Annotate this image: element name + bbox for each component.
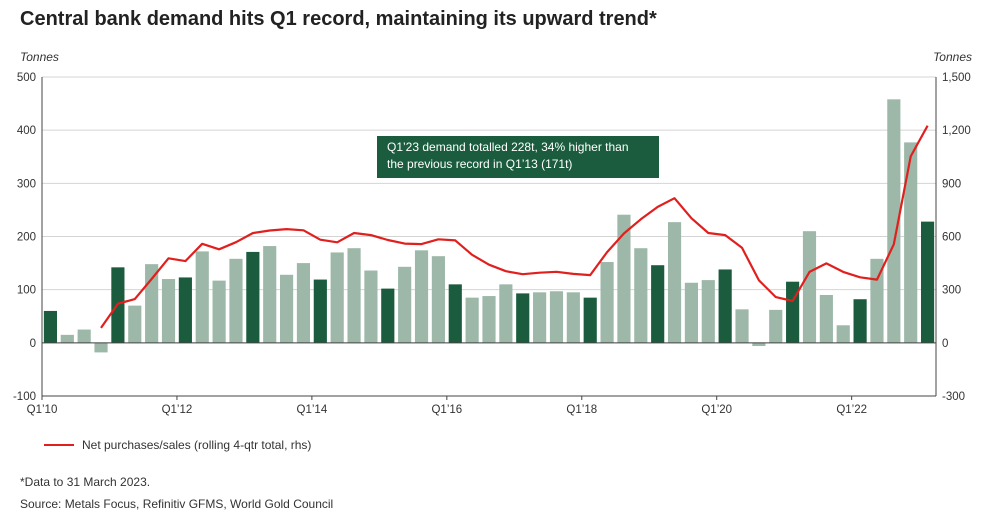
bar [280,274,294,343]
bar-q1 [381,288,395,343]
y-left-tick-label: 100 [17,285,36,297]
bar [752,342,766,347]
bar-q1 [43,310,58,343]
bar [533,292,547,343]
bar [330,252,344,343]
bar [465,297,479,343]
bar [145,264,159,343]
bar-q1 [313,279,327,343]
footnote: *Data to 31 March 2023. [20,475,151,489]
bar-q1 [651,265,665,343]
bar [617,214,631,343]
x-tick-label: Q1’14 [297,404,328,416]
bar [263,246,277,343]
y-left-tick-label: 500 [17,72,36,84]
x-tick-label: Q1’20 [701,404,732,416]
bar [398,266,412,343]
bar [549,291,564,343]
bar [229,258,243,343]
bar [735,309,749,343]
y-left-tick-label: -100 [13,391,36,403]
bar [482,296,496,343]
bar [431,256,445,343]
bar [701,280,715,343]
bar [904,142,918,343]
bar [499,284,513,343]
bar [667,222,682,343]
bar-q1 [583,297,597,343]
bar [195,251,209,343]
bar [364,270,378,343]
x-tick-label: Q1’22 [836,404,867,416]
bar-q1 [920,221,935,343]
y-right-tick-label: 1,200 [942,125,971,137]
y-right-tick-label: -300 [942,391,965,403]
bar [600,262,614,343]
legend-line-label: Net purchases/sales (rolling 4-qtr total… [82,438,312,452]
bar [414,250,429,343]
legend: Net purchases/sales (rolling 4-qtr total… [44,438,311,452]
y-right-tick-label: 300 [942,285,961,297]
y-right-tick-label: 900 [942,178,961,190]
bar [836,325,850,343]
x-tick-label: Q1’10 [27,404,58,416]
bar [769,309,783,343]
bar [887,99,901,343]
bar-q1 [718,269,732,343]
bar-q1 [516,293,530,343]
bar [94,342,108,353]
x-tick-label: Q1’16 [431,404,462,416]
y-left-tick-label: 400 [17,125,36,137]
y-right-tick-label: 1,500 [942,72,971,84]
bar [161,279,176,343]
bar [212,280,226,343]
bar [128,305,142,343]
rolling-total-line [100,125,929,329]
legend-line-swatch [44,444,74,446]
y-left-tick-label: 300 [17,178,36,190]
bar [566,292,580,343]
chart-title: Central bank demand hits Q1 record, main… [20,8,657,30]
right-axis-unit: Tonnes [933,50,972,64]
left-axis-unit: Tonnes [20,50,59,64]
bar [634,248,648,343]
bar [802,231,817,343]
annotation-box: Q1’23 demand totalled 228t, 34% higher t… [377,136,659,178]
bar [819,294,833,343]
bar [347,248,361,343]
bar-q1 [853,299,867,343]
x-tick-label: Q1’12 [162,404,193,416]
bar-q1 [178,277,192,343]
bar [60,334,74,343]
bar-q1 [448,284,462,343]
bar [296,263,311,343]
y-left-tick-label: 0 [30,338,36,350]
source-note: Source: Metals Focus, Refinitiv GFMS, Wo… [20,497,334,511]
x-tick-label: Q1’18 [566,404,597,416]
bar [684,282,698,343]
y-right-tick-label: 0 [942,338,948,350]
y-right-tick-label: 600 [942,232,961,244]
bar-q1 [246,251,260,343]
bar [77,329,91,343]
y-left-tick-label: 200 [17,232,36,244]
